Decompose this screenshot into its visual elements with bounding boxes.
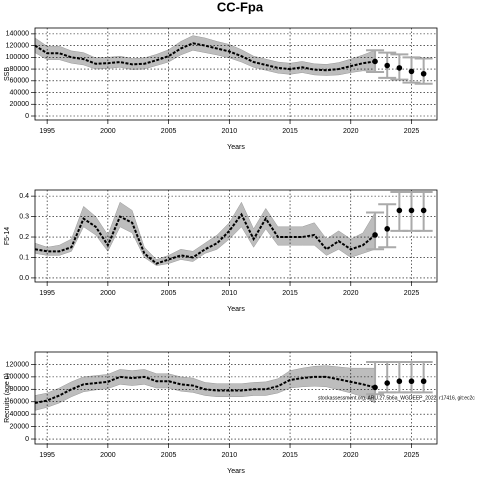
- forecast-point: [372, 384, 378, 391]
- y-tick-label: 0.1: [19, 254, 29, 261]
- y-tick-label: 40000: [10, 411, 30, 418]
- x-tick-label: 2015: [282, 290, 298, 297]
- forecast-point: [384, 62, 391, 69]
- y-tick-label: 120000: [6, 361, 29, 368]
- y-tick-label: 140000: [6, 31, 29, 38]
- y-tick-label: 120000: [6, 42, 29, 49]
- x-axis-label: Years: [227, 144, 245, 151]
- x-tick-label: 2000: [100, 290, 116, 297]
- estimate-line: [34, 212, 376, 265]
- annotation: stockassessment.org, ARU.27.5b6a_WGDEEP_…: [318, 395, 475, 401]
- y-tick-label: 20000: [10, 101, 30, 108]
- y-tick-label: 80000: [10, 386, 30, 393]
- x-tick-label: 1995: [39, 452, 55, 459]
- x-tick-label: 1995: [39, 128, 55, 135]
- forecast-point: [420, 70, 427, 77]
- figure-title: CC-Fpa: [217, 0, 264, 14]
- x-tick-label: 2015: [282, 452, 298, 459]
- x-tick-label: 2020: [343, 128, 359, 135]
- plot-frame: [34, 351, 438, 445]
- forecast-point: [408, 68, 415, 75]
- x-tick-label: 2020: [343, 452, 359, 459]
- x-tick-label: 2005: [161, 290, 177, 297]
- y-tick-label: 60000: [10, 78, 30, 85]
- confidence-band: [34, 201, 376, 266]
- plot-frame: [34, 27, 438, 121]
- forecast-point: [420, 207, 427, 214]
- forecast-point: [420, 378, 427, 385]
- x-tick-label: 2020: [343, 290, 359, 297]
- y-tick-label: 0.0: [19, 275, 29, 282]
- x-tick-label: 1995: [39, 290, 55, 297]
- x-tick-label: 2015: [282, 128, 298, 135]
- forecast-point: [408, 378, 415, 385]
- y-tick-label: 0.3: [19, 213, 29, 220]
- y-axis-label: Recruits (age 0): [4, 373, 11, 423]
- forecast-point: [372, 58, 378, 65]
- y-tick-label: 20000: [10, 423, 30, 430]
- y-axis-label: SSB: [4, 67, 11, 81]
- y-tick-label: 100000: [6, 374, 29, 381]
- plot-frame: [34, 189, 438, 283]
- x-tick-label: 2000: [100, 128, 116, 135]
- x-tick-label: 2010: [222, 128, 238, 135]
- y-tick-label: 40000: [10, 89, 30, 96]
- confidence-band: [34, 365, 376, 411]
- y-tick-label: 0.4: [19, 193, 29, 200]
- y-tick-label: 0: [25, 113, 29, 120]
- forecast-point: [384, 226, 391, 232]
- x-tick-label: 2005: [161, 452, 177, 459]
- forecast-point: [396, 65, 403, 71]
- y-tick-label: 60000: [10, 399, 30, 406]
- x-tick-label: 2010: [222, 290, 238, 297]
- estimate-line: [34, 42, 376, 72]
- x-tick-label: 2005: [161, 128, 177, 135]
- y-tick-label: 80000: [10, 66, 30, 73]
- y-axis-label: F5-14: [4, 227, 11, 245]
- y-tick-label: 0.2: [19, 234, 29, 241]
- x-tick-label: 2000: [100, 452, 116, 459]
- x-axis-label: Years: [227, 468, 245, 475]
- estimate-line: [34, 375, 376, 404]
- forecast-point: [372, 232, 378, 238]
- forecast-point: [396, 378, 403, 385]
- x-axis-label: Years: [227, 306, 245, 313]
- x-tick-label: 2010: [222, 452, 238, 459]
- y-tick-label: 0: [25, 436, 29, 443]
- forecast-point: [408, 207, 415, 214]
- forecast-point: [384, 380, 391, 386]
- forecast-point: [396, 207, 403, 214]
- x-tick-label: 2025: [404, 128, 420, 135]
- y-tick-label: 100000: [6, 54, 29, 61]
- x-tick-label: 2025: [404, 452, 420, 459]
- x-tick-label: 2025: [404, 290, 420, 297]
